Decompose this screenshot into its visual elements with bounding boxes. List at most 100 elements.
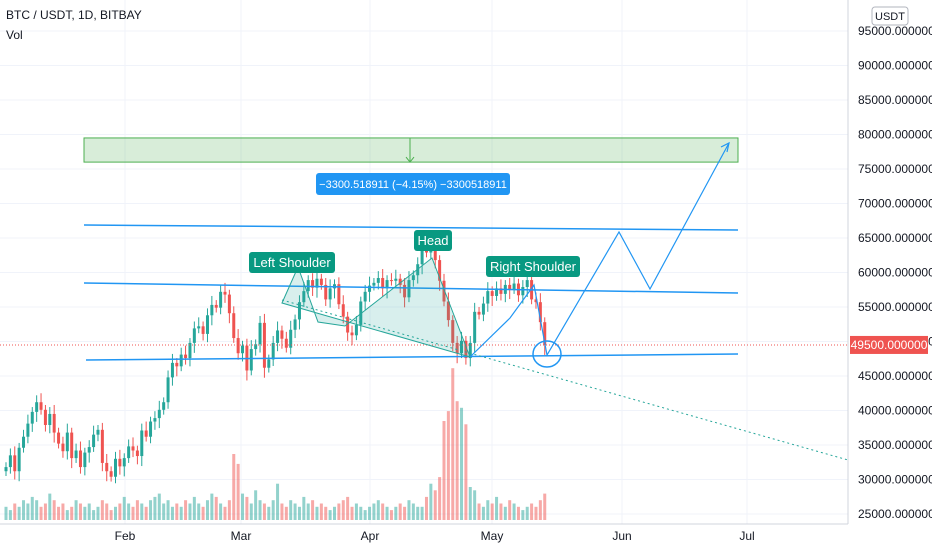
price-axis[interactable]: 95000.000000 90000.000000 85000.000000 8000… [847, 0, 932, 524]
candle-body [363, 291, 367, 302]
volume-bar [516, 506, 520, 520]
volume-bar [271, 500, 275, 520]
price-tick-label: 90000.000000 [858, 59, 932, 73]
volume-bar [403, 506, 407, 520]
volume-bar [262, 503, 266, 520]
volume-bar [65, 510, 69, 520]
volume-indicator-label[interactable]: Vol [6, 28, 23, 42]
volume-bar [39, 506, 43, 520]
candle-body [214, 304, 218, 308]
volume-bar [197, 503, 201, 520]
candle-body [468, 342, 472, 359]
volume-bar [223, 506, 227, 520]
candle-body [188, 342, 192, 359]
candle-body [157, 409, 161, 419]
candle-body [324, 284, 328, 300]
time-tick-label: Mar [231, 529, 252, 543]
price-tick-label: 35000.000000 [858, 438, 932, 452]
volume-bar [297, 506, 301, 520]
candle-body [197, 326, 201, 329]
volume-bar [241, 493, 245, 520]
candle-body [201, 326, 205, 334]
volume-bar [420, 506, 424, 520]
time-tick-label: Apr [361, 529, 380, 543]
candle-body [455, 342, 459, 354]
volume-bar [359, 506, 363, 520]
volume-bar [416, 506, 420, 520]
volume-bar [407, 500, 411, 520]
volume-bar [512, 503, 516, 520]
price-tick-label: 80000.000000 [858, 128, 932, 142]
candle-body [341, 304, 345, 317]
currency-label: USDT [875, 11, 905, 23]
candle-body [543, 322, 547, 345]
volume-bar [368, 506, 372, 520]
volume-bar [43, 503, 47, 520]
volume-bar [289, 500, 293, 520]
candle-body [411, 275, 415, 281]
pattern-drawings[interactable] [0, 137, 849, 461]
candle-body [109, 471, 113, 477]
volume-bar [26, 503, 30, 520]
candle-body [442, 280, 446, 302]
volume-bar [170, 506, 174, 520]
volume-bar [61, 503, 65, 520]
symbol-title[interactable]: BTC / USDT, 1D, BITBAY [6, 8, 142, 22]
volume-bar [346, 496, 350, 520]
candle-body [381, 278, 385, 289]
volume-bar [481, 506, 485, 520]
candle-body [486, 291, 490, 304]
candle-body [508, 284, 512, 290]
volume-bar [525, 506, 529, 520]
candle-body [175, 362, 179, 367]
volume-bar [293, 503, 297, 520]
candle-body [61, 443, 65, 452]
volume-bar [438, 477, 442, 520]
volume-bar [201, 506, 205, 520]
volume-bar [350, 506, 354, 520]
volume-bar [499, 503, 503, 520]
volume-bar [411, 503, 415, 520]
volume-bar [122, 496, 126, 520]
candle-body [451, 320, 455, 343]
candle-body [227, 294, 231, 314]
volume-bar [306, 503, 310, 520]
candle-body [315, 278, 319, 288]
projection-path [469, 142, 730, 358]
candle-body [525, 280, 529, 287]
candle-body [512, 283, 516, 290]
volume-bar [227, 500, 231, 520]
candle-body [8, 455, 12, 468]
dotted-trendline [281, 299, 849, 461]
candle-body [17, 447, 21, 472]
candle-body [140, 430, 144, 457]
volume-bar [8, 510, 12, 520]
candle-body [39, 402, 43, 410]
volume-bar [249, 503, 253, 520]
candle-body [48, 413, 52, 425]
neckline [83, 282, 739, 294]
candle-body [267, 359, 271, 368]
volume-bar [100, 500, 104, 520]
volume-bar [157, 493, 161, 520]
current-price-badge [850, 335, 928, 354]
volume-bars [4, 368, 547, 520]
volume-bar [92, 510, 96, 520]
candle-body [236, 338, 240, 354]
volume-bar [219, 503, 223, 520]
target-zone-arrow-head [405, 156, 415, 163]
volume-bar [57, 506, 61, 520]
volume-bar [508, 500, 512, 520]
candle-body [534, 299, 538, 303]
candle-body [271, 342, 275, 360]
candle-body [4, 467, 8, 472]
volume-bar [495, 496, 499, 520]
candle-body [131, 446, 135, 451]
left-shoulder-label: Left Shoulder [253, 255, 331, 270]
breakout-circle [532, 340, 562, 368]
time-axis[interactable]: Feb Mar Apr May Jun Jul [0, 523, 848, 543]
volume-bar [302, 496, 306, 520]
volume-bar [460, 407, 464, 520]
head-label-box [414, 230, 452, 251]
